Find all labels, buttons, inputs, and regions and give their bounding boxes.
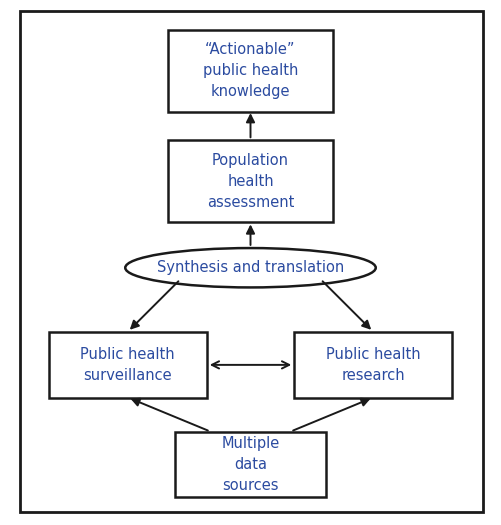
Text: Public health
research: Public health research — [326, 347, 420, 383]
Text: “Actionable”
public health
knowledge: “Actionable” public health knowledge — [203, 43, 298, 99]
Ellipse shape — [125, 248, 376, 288]
FancyBboxPatch shape — [175, 432, 326, 498]
Text: Population
health
assessment: Population health assessment — [207, 153, 294, 209]
Text: Multiple
data
sources: Multiple data sources — [221, 436, 280, 493]
FancyBboxPatch shape — [295, 332, 452, 398]
Text: Synthesis and translation: Synthesis and translation — [157, 260, 344, 275]
FancyBboxPatch shape — [168, 140, 333, 222]
Text: Public health
surveillance: Public health surveillance — [81, 347, 175, 383]
FancyBboxPatch shape — [49, 332, 206, 398]
FancyBboxPatch shape — [168, 30, 333, 112]
